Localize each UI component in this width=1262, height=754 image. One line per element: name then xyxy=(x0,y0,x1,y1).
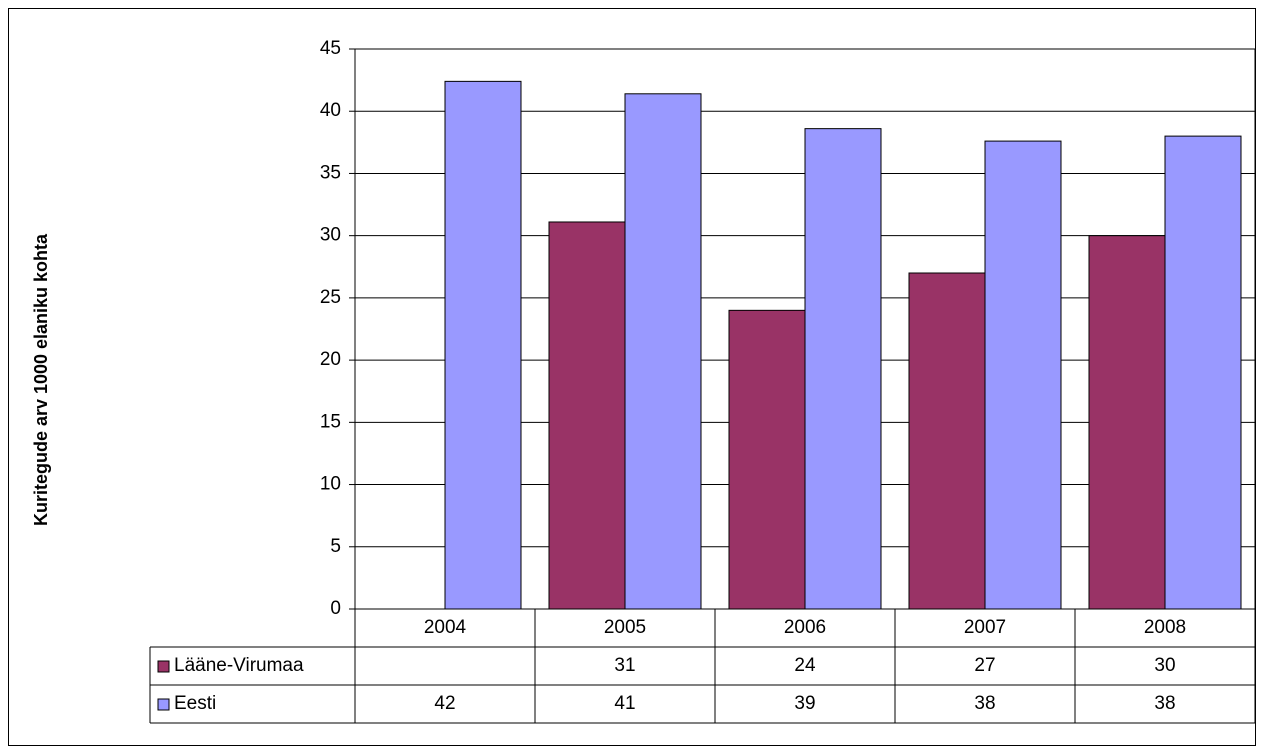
bar xyxy=(908,272,986,610)
legend-label: Eesti xyxy=(174,693,216,714)
y-tick-label: 20 xyxy=(320,349,341,370)
table-value: 30 xyxy=(1154,655,1175,676)
x-tick-label: 2008 xyxy=(1144,617,1186,638)
legend-swatch xyxy=(157,660,170,673)
y-tick-label: 35 xyxy=(320,162,341,183)
bar xyxy=(984,140,1062,610)
y-tick-label: 30 xyxy=(320,225,341,246)
legend-label: Lääne-Virumaa xyxy=(174,655,304,676)
table-value: 27 xyxy=(974,655,995,676)
table-value: 38 xyxy=(1154,693,1175,714)
table-value: 42 xyxy=(434,693,455,714)
table-value: 41 xyxy=(614,693,635,714)
legend-swatch xyxy=(157,698,170,711)
bar xyxy=(548,221,626,610)
table-value: 39 xyxy=(794,693,815,714)
table-value: 31 xyxy=(614,655,635,676)
x-tick-label: 2004 xyxy=(424,617,467,638)
bar xyxy=(804,128,882,610)
y-tick-label: 0 xyxy=(330,598,341,619)
bar xyxy=(728,309,806,610)
y-tick-label: 40 xyxy=(320,100,341,121)
bar xyxy=(1164,135,1242,610)
x-tick-label: 2007 xyxy=(964,617,1006,638)
x-tick-label: 2005 xyxy=(604,617,646,638)
x-tick-label: 2006 xyxy=(784,617,826,638)
y-tick-label: 25 xyxy=(320,287,341,308)
y-tick-label: 15 xyxy=(320,411,341,432)
bar xyxy=(624,93,702,610)
y-tick-label: 5 xyxy=(330,536,341,557)
y-axis-label: Kuritegude arv 1000 elaniku kohta xyxy=(31,233,51,526)
bar xyxy=(1088,235,1166,610)
table-value: 24 xyxy=(794,655,816,676)
y-tick-label: 45 xyxy=(320,38,341,59)
table-value: 38 xyxy=(974,693,995,714)
y-tick-label: 10 xyxy=(320,474,341,495)
bar xyxy=(444,80,522,610)
